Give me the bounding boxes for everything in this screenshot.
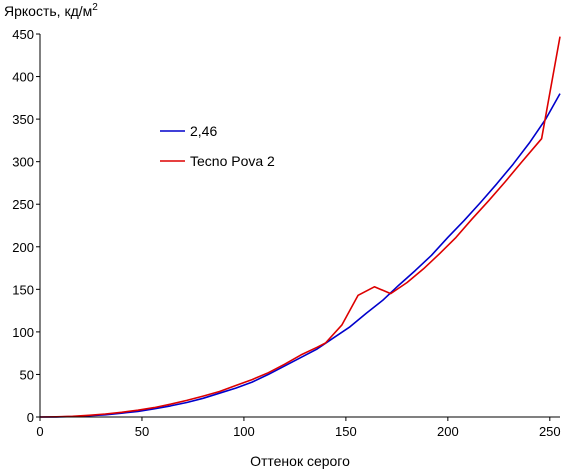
x-tick-label: 50 [135, 424, 149, 439]
x-tick-label: 150 [335, 424, 357, 439]
legend: 2,46 Tecno Pova 2 [160, 123, 275, 169]
y-tick-label: 50 [20, 367, 34, 382]
series-line-1 [39, 93, 561, 418]
y-axis-label-superscript: 2 [92, 2, 98, 13]
y-tick-label: 250 [12, 197, 34, 212]
y-tick-label: 200 [12, 240, 34, 255]
x-tick-label: 200 [437, 424, 459, 439]
y-axis-label-text: Яркость, кд/м [4, 3, 92, 19]
legend-label-1: 2,46 [190, 123, 217, 139]
x-axis-ticks: 0 50 100 150 200 250 [36, 417, 561, 439]
x-tick-label: 100 [233, 424, 255, 439]
y-axis-ticks: 0 50 100 150 200 250 300 350 400 450 [12, 27, 40, 425]
y-tick-label: 150 [12, 282, 34, 297]
y-tick-label: 350 [12, 112, 34, 127]
series-lines [39, 36, 561, 418]
x-tick-label: 0 [36, 424, 43, 439]
series-line-2 [39, 36, 561, 418]
y-tick-label: 450 [12, 27, 34, 42]
y-tick-label: 0 [27, 410, 34, 425]
x-axis-label: Оттенок серого [250, 453, 350, 469]
legend-label-2: Tecno Pova 2 [190, 153, 275, 169]
y-tick-label: 300 [12, 155, 34, 170]
x-tick-label: 250 [539, 424, 561, 439]
y-tick-label: 400 [12, 70, 34, 85]
y-axis-label: Яркость, кд/м2 [4, 2, 98, 19]
y-tick-label: 100 [12, 325, 34, 340]
